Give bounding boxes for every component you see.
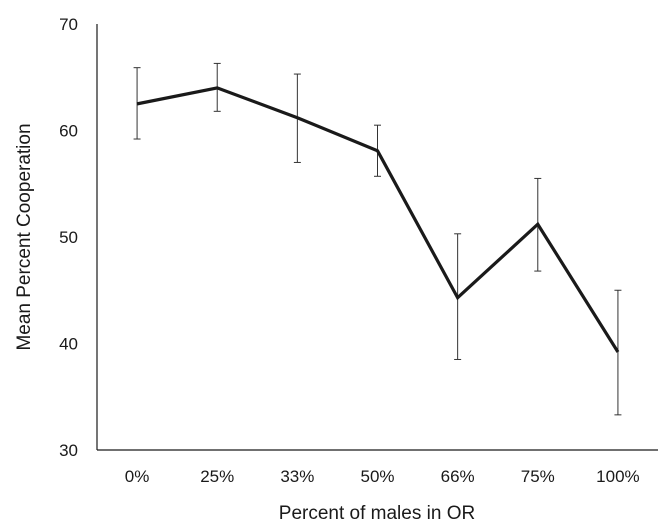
x-tick-label: 66%	[441, 467, 475, 486]
error-bar	[614, 289, 622, 416]
x-axis-title: Percent of males in OR	[279, 503, 475, 524]
x-tick-label: 25%	[200, 467, 234, 486]
x-tick-label: 33%	[280, 467, 314, 486]
y-tick-label: 70	[59, 15, 78, 34]
y-tick-label: 60	[59, 122, 78, 141]
x-tick-label: 50%	[360, 467, 394, 486]
x-tick-label: 75%	[521, 467, 555, 486]
series-lines	[136, 86, 620, 353]
y-tick-labels: 30 40 50 60 70	[59, 15, 78, 460]
y-axis-title: Mean Percent Cooperation	[14, 123, 35, 350]
x-tick-label: 100%	[596, 467, 639, 486]
series-line	[136, 86, 620, 353]
x-axis: 0% 25% 33% 50% 66% 75% 100%	[97, 449, 658, 486]
y-tick-label: 40	[59, 335, 78, 354]
x-tick-labels: 0% 25% 33% 50% 66% 75% 100%	[125, 467, 640, 486]
y-axis: 30 40 50 60 70	[59, 15, 98, 460]
y-tick-label: 30	[59, 441, 78, 460]
x-tick-label: 0%	[125, 467, 150, 486]
y-tick-label: 50	[59, 228, 78, 247]
